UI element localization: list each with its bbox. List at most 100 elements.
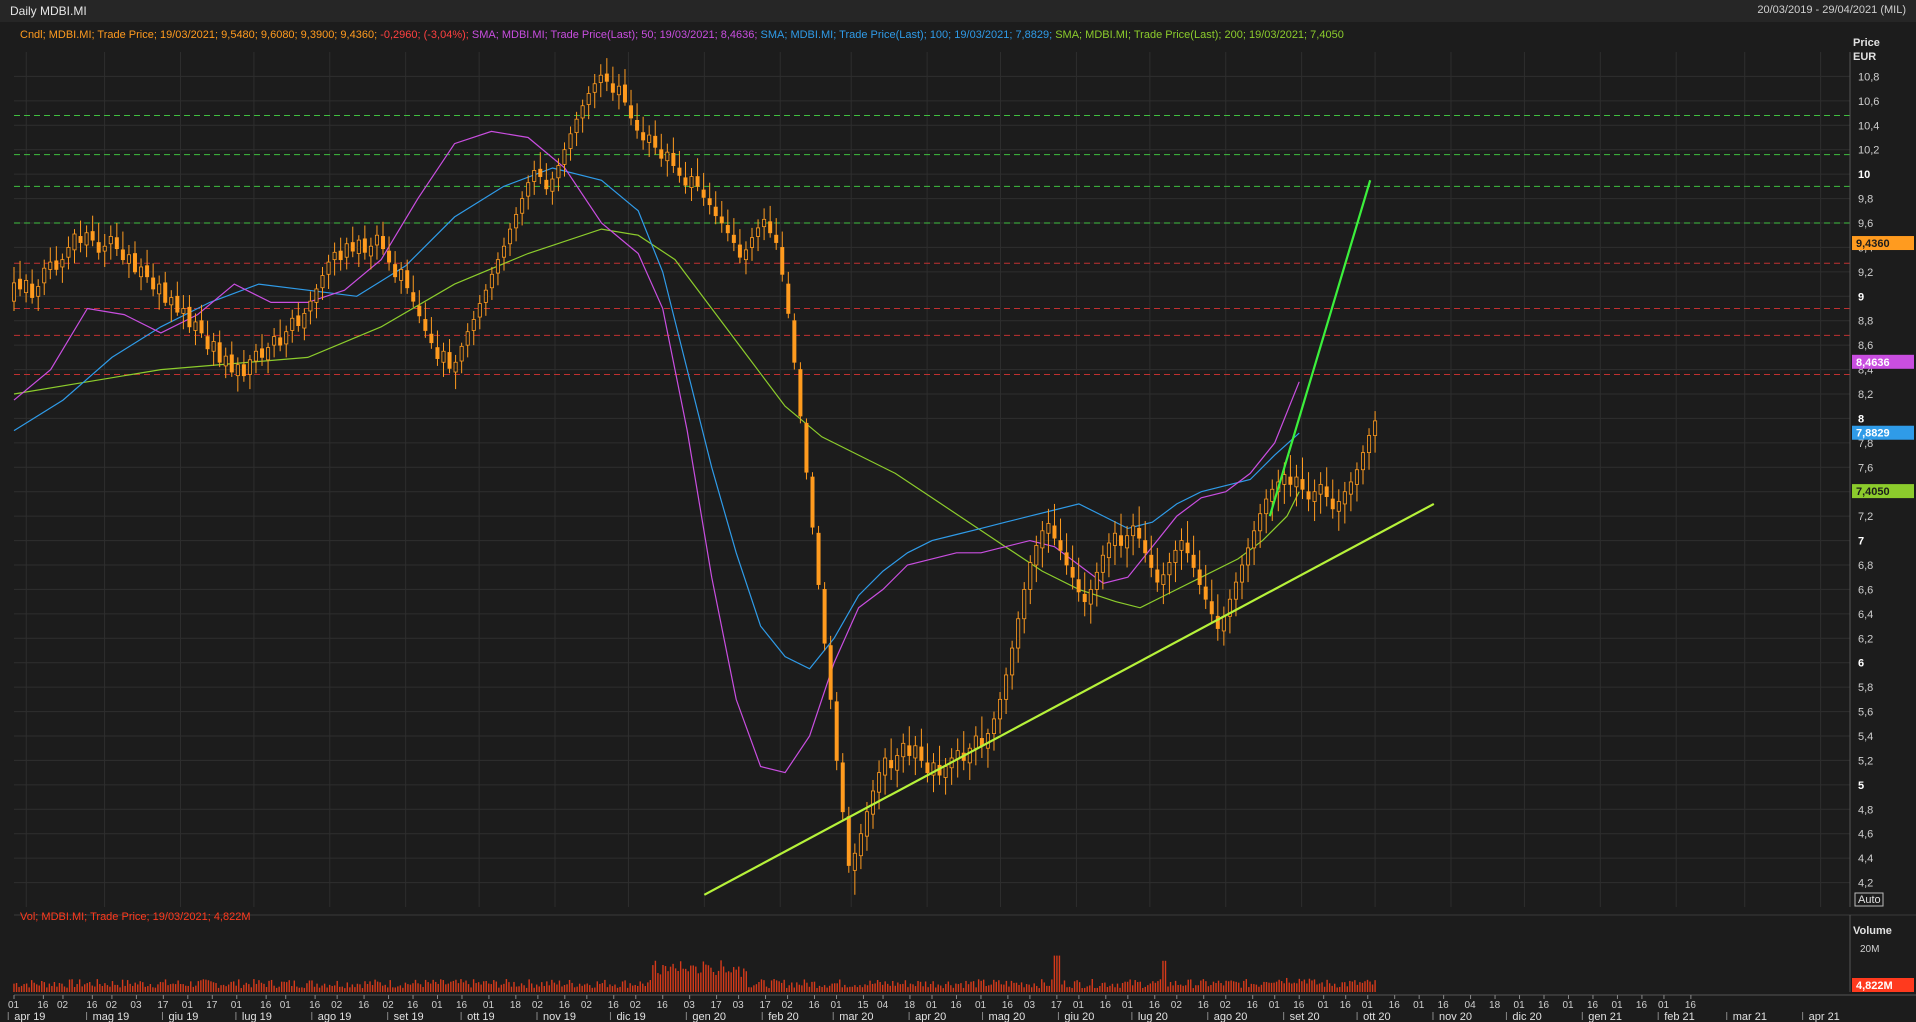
day-tick-label: 16 bbox=[37, 1000, 49, 1011]
day-tick-label: 01 bbox=[1318, 1000, 1330, 1011]
price-chart[interactable]: 4,2 4,4 4,6 4,8 5 5,2 5,4 5,6 5,8 6 6,2 6,4 6,6 6,8 7 7… bbox=[0, 22, 1916, 1022]
candle-body bbox=[616, 85, 621, 96]
candle-body bbox=[332, 251, 337, 261]
candle-body bbox=[399, 269, 404, 281]
price-tick-label: 5,2 bbox=[1858, 755, 1873, 767]
candle-body bbox=[556, 165, 561, 179]
day-tick-label: 03 bbox=[733, 1000, 745, 1011]
candle-body bbox=[235, 364, 240, 377]
candle-body bbox=[1360, 452, 1365, 471]
price-tick-label: 4,4 bbox=[1858, 853, 1873, 865]
day-tick-label: 16 bbox=[86, 1000, 98, 1011]
day-tick-label: 01 bbox=[1611, 1000, 1623, 1011]
month-label: giu 20 bbox=[1064, 1011, 1094, 1022]
candle-body bbox=[290, 317, 295, 331]
price-tick-label: 9,2 bbox=[1858, 267, 1873, 279]
time-axis: 01 16 02 16 02 03 17 01 17 01 16 01 16 02 16 02 16 01 16 01… bbox=[7, 994, 1916, 1022]
price-tick-label: 6,6 bbox=[1858, 584, 1873, 596]
candle-body bbox=[1246, 547, 1251, 566]
candle-body bbox=[139, 266, 144, 278]
candle-body bbox=[483, 289, 488, 303]
candle-body bbox=[320, 275, 325, 289]
day-tick-label: 01 bbox=[1362, 1000, 1374, 1011]
candle-body bbox=[1312, 491, 1317, 502]
candle-body bbox=[387, 250, 392, 263]
candle-body bbox=[241, 364, 246, 377]
price-axis: 4,2 4,4 4,6 4,8 5 5,2 5,4 5,6 5,8 6 6,2 6,4 6,6 6,8 7 7… bbox=[1849, 52, 1879, 907]
price-tick-label: 8,6 bbox=[1858, 340, 1873, 352]
day-tick-label: 16 bbox=[309, 1000, 321, 1011]
candle-body bbox=[253, 350, 258, 362]
candle-body bbox=[647, 134, 652, 143]
candle-body bbox=[810, 476, 815, 528]
moving-averages bbox=[13, 130, 1300, 774]
day-tick-label: 16 bbox=[1198, 1000, 1210, 1011]
candle-body bbox=[1233, 581, 1238, 600]
price-tick-label: 10,4 bbox=[1858, 120, 1879, 132]
candle-body bbox=[453, 361, 458, 373]
day-tick-label: 16 bbox=[1340, 1000, 1352, 1011]
auto-scale-button[interactable] bbox=[1854, 892, 1884, 907]
last-price-tag-label: 9,4360 bbox=[1856, 238, 1890, 250]
candle-body bbox=[108, 236, 113, 245]
candle-body bbox=[834, 701, 839, 761]
candle-body bbox=[707, 198, 712, 206]
candle-body bbox=[1064, 552, 1069, 566]
candle-body bbox=[586, 93, 591, 105]
day-tick-label: 02 bbox=[331, 1000, 343, 1011]
candle-body bbox=[66, 247, 71, 258]
day-tick-label: 01 bbox=[1413, 1000, 1425, 1011]
candle-body bbox=[1022, 589, 1027, 620]
day-tick-label: 16 bbox=[1389, 1000, 1401, 1011]
candle-body bbox=[1173, 549, 1178, 563]
candle-body bbox=[701, 189, 706, 198]
legend-candle: Cndl; MDBI.MI; Trade Price; 19/03/2021; … bbox=[20, 29, 1344, 41]
day-tick-label: 01 bbox=[1269, 1000, 1281, 1011]
day-tick-label: 16 bbox=[358, 1000, 370, 1011]
candle-body bbox=[725, 225, 730, 234]
candle-body bbox=[1185, 542, 1190, 554]
candle-body bbox=[205, 336, 210, 350]
candle-body bbox=[1034, 545, 1039, 566]
candle-body bbox=[562, 149, 567, 165]
day-tick-label: 01 bbox=[926, 1000, 938, 1011]
day-tick-label: 16 bbox=[1002, 1000, 1014, 1011]
candle-body bbox=[737, 244, 742, 258]
price-tick-label: 8,8 bbox=[1858, 316, 1873, 328]
candle-body bbox=[508, 228, 513, 245]
candle-body bbox=[1149, 554, 1154, 568]
price-tick-label: 10,6 bbox=[1858, 96, 1879, 108]
candle-body bbox=[417, 305, 422, 317]
volume-tag-label: 4,822M bbox=[1856, 980, 1893, 992]
horizontal-levels bbox=[14, 115, 1850, 375]
price-tick-label: 7,8 bbox=[1858, 438, 1873, 450]
price-tick-label: 9,8 bbox=[1858, 194, 1873, 206]
candle-body bbox=[925, 762, 930, 774]
candle-body bbox=[750, 237, 755, 248]
candle-body bbox=[864, 811, 869, 837]
month-label: set 20 bbox=[1290, 1011, 1320, 1022]
candle-body bbox=[1227, 598, 1232, 617]
candle-body bbox=[1318, 483, 1323, 495]
candle-body bbox=[895, 755, 900, 771]
candle-body bbox=[1197, 569, 1202, 585]
candle-body bbox=[1215, 615, 1220, 629]
candle-body bbox=[828, 645, 833, 700]
candle-body bbox=[102, 245, 107, 252]
candle-body bbox=[429, 333, 434, 344]
candle-body bbox=[973, 735, 978, 749]
candle-body bbox=[883, 757, 888, 776]
candle-body bbox=[786, 283, 791, 314]
candle-body bbox=[1252, 530, 1257, 549]
month-label: apr 21 bbox=[1809, 1011, 1840, 1022]
candle-body bbox=[471, 319, 476, 331]
day-tick-label: 16 bbox=[608, 1000, 620, 1011]
day-tick-label: 16 bbox=[559, 1000, 571, 1011]
candle-body bbox=[743, 249, 748, 261]
candle-body bbox=[780, 247, 785, 275]
candle-body bbox=[610, 83, 615, 93]
month-label: gen 21 bbox=[1588, 1011, 1622, 1022]
day-tick-label: 01 bbox=[231, 1000, 243, 1011]
candle-body bbox=[1082, 593, 1087, 603]
month-label: mar 20 bbox=[839, 1011, 873, 1022]
